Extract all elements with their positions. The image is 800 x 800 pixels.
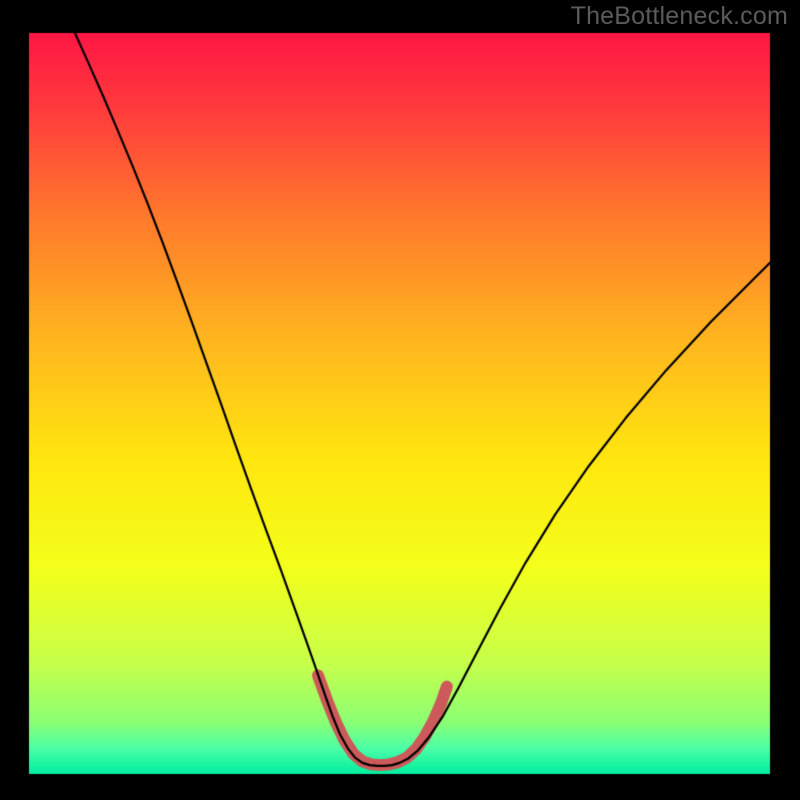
bottleneck-curve-chart — [0, 0, 800, 800]
watermark-label: TheBottleneck.com — [571, 2, 788, 31]
